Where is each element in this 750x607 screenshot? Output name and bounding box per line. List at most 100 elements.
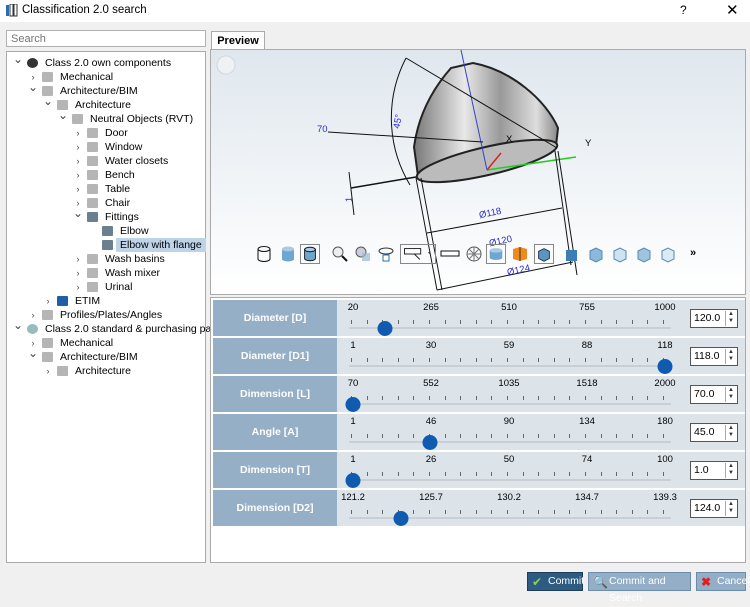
spinner-icon[interactable]: ▲ ▼ <box>725 349 736 364</box>
chevron-right-icon[interactable]: › <box>76 254 80 264</box>
tick-mark <box>522 396 524 400</box>
slider-thumb[interactable] <box>345 473 361 488</box>
tick-mark <box>382 396 384 400</box>
spinner-icon[interactable]: ▲ ▼ <box>725 311 736 326</box>
spinner-icon[interactable]: ▲ ▼ <box>725 501 736 516</box>
chevron-right-icon[interactable]: › <box>76 184 80 194</box>
slider-thumb[interactable] <box>345 397 361 412</box>
slider-track[interactable] <box>349 365 671 367</box>
mesh-icon[interactable] <box>464 244 484 264</box>
tick-label: 125.7 <box>419 492 443 503</box>
tick-mark <box>413 472 415 476</box>
tick-label: 180 <box>657 416 673 427</box>
iso-view-icon[interactable] <box>534 244 554 264</box>
tick-label: 121.2 <box>341 492 365 503</box>
tab-preview[interactable]: Preview <box>211 31 265 50</box>
chevron-right-icon[interactable]: › <box>76 142 80 152</box>
spinner-icon[interactable]: ▲ ▼ <box>725 463 736 478</box>
chevron-right-icon[interactable]: › <box>46 296 50 306</box>
slider-thumb[interactable] <box>393 511 409 526</box>
section-view-icon[interactable] <box>486 244 506 264</box>
chevron-right-icon[interactable]: › <box>31 338 35 348</box>
tick-mark <box>491 396 493 400</box>
tick-label: 139.3 <box>653 492 677 503</box>
chevron-right-icon[interactable]: › <box>76 282 80 292</box>
slider-track[interactable] <box>349 327 671 329</box>
chevron-down-icon[interactable]: ⌄ <box>13 318 24 332</box>
commit-and-search-button[interactable]: 🔍 Commit and Search <box>588 572 691 604</box>
back-view-icon[interactable] <box>658 244 678 264</box>
tick-mark <box>569 472 571 476</box>
side-view-icon[interactable] <box>610 244 630 264</box>
spinner-icon[interactable]: ▲ ▼ <box>725 425 736 440</box>
tick-label: 552 <box>423 378 439 389</box>
slider-thumb[interactable] <box>657 359 673 374</box>
chevron-right-icon[interactable]: › <box>31 72 35 82</box>
parameter-row: Dimension [T] 1 26 50 74 100 1.0 ▲ ▼ <box>213 452 745 488</box>
slider-thumb[interactable] <box>422 435 438 450</box>
measure-dropdown-icon[interactable] <box>400 244 436 264</box>
rotate-icon[interactable] <box>376 244 396 264</box>
ruler-icon[interactable] <box>440 244 460 264</box>
chevron-right-icon[interactable]: › <box>76 156 80 166</box>
parameter-value-input[interactable]: 124.0 ▲ ▼ <box>690 499 738 518</box>
tick-mark <box>647 434 649 438</box>
chevron-right-icon[interactable]: › <box>76 268 80 278</box>
shaded-edges-view-icon[interactable] <box>300 244 320 264</box>
dim-thickness-label[interactable]: 1 <box>344 196 356 203</box>
commit-label: Commit <box>548 575 585 587</box>
parameter-value-input[interactable]: 118.0 ▲ ▼ <box>690 347 738 366</box>
class-icon <box>27 58 38 68</box>
parameter-value-input[interactable]: 70.0 ▲ ▼ <box>690 385 738 404</box>
tree-node-label: Table <box>105 183 131 195</box>
tick-label: 1035 <box>498 378 520 389</box>
slider-track[interactable] <box>349 517 671 519</box>
tick-mark <box>382 358 384 362</box>
spinner-icon[interactable]: ▲ ▼ <box>725 387 736 402</box>
chair-icon <box>87 198 98 208</box>
tick-mark <box>585 358 586 362</box>
slider-thumb[interactable] <box>377 321 393 336</box>
tick-mark <box>585 510 586 514</box>
chevron-right-icon[interactable]: › <box>31 310 35 320</box>
chevron-right-icon[interactable]: › <box>76 198 80 208</box>
shaded-view-icon[interactable] <box>278 244 298 264</box>
tick-mark <box>631 320 633 324</box>
parameter-value-input[interactable]: 1.0 ▲ ▼ <box>690 461 738 480</box>
chevron-down-icon[interactable]: ⌄ <box>73 206 84 220</box>
wireframe-view-icon[interactable] <box>254 244 274 264</box>
tick-mark <box>663 510 664 514</box>
front-view-icon[interactable] <box>562 244 582 264</box>
chevron-right-icon[interactable]: › <box>76 128 80 138</box>
close-button[interactable]: ✕ <box>726 2 739 19</box>
tick-mark <box>444 472 446 476</box>
dim-length-label[interactable]: 70 <box>317 124 328 135</box>
cancel-button[interactable]: ✖ Cancel <box>696 572 750 591</box>
zoom-fit-icon[interactable] <box>330 244 350 264</box>
tick-mark <box>616 472 618 476</box>
chevron-down-icon[interactable]: ⌄ <box>28 346 39 360</box>
help-button[interactable]: ? <box>680 3 687 17</box>
chevron-down-icon[interactable]: ⌄ <box>28 80 39 94</box>
tick-label: 46 <box>425 416 437 427</box>
top-view-icon[interactable] <box>586 244 606 264</box>
slider-track[interactable] <box>349 403 671 405</box>
slider-track[interactable] <box>349 441 671 443</box>
chevron-down-icon[interactable]: ⌄ <box>13 52 24 66</box>
search-input[interactable] <box>6 30 206 47</box>
tick-mark <box>522 358 524 362</box>
zoom-window-icon[interactable] <box>353 244 373 264</box>
chevron-down-icon[interactable]: ⌄ <box>58 108 69 122</box>
right-view-icon[interactable] <box>634 244 654 264</box>
commit-button[interactable]: ✔ Commit <box>527 572 585 591</box>
chevron-down-icon[interactable]: ⌄ <box>43 94 54 108</box>
parameter-value-input[interactable]: 45.0 ▲ ▼ <box>690 423 738 442</box>
cut-view-icon[interactable] <box>510 244 530 264</box>
slider-ticks <box>351 396 671 400</box>
chevron-right-icon[interactable]: › <box>76 170 80 180</box>
more-tools-button[interactable]: » <box>690 247 697 259</box>
slider-track[interactable] <box>349 479 671 481</box>
parameter-value-input[interactable]: 120.0 ▲ ▼ <box>690 309 738 328</box>
parameter-label: Dimension [L] <box>213 376 337 412</box>
chevron-right-icon[interactable]: › <box>46 366 50 376</box>
